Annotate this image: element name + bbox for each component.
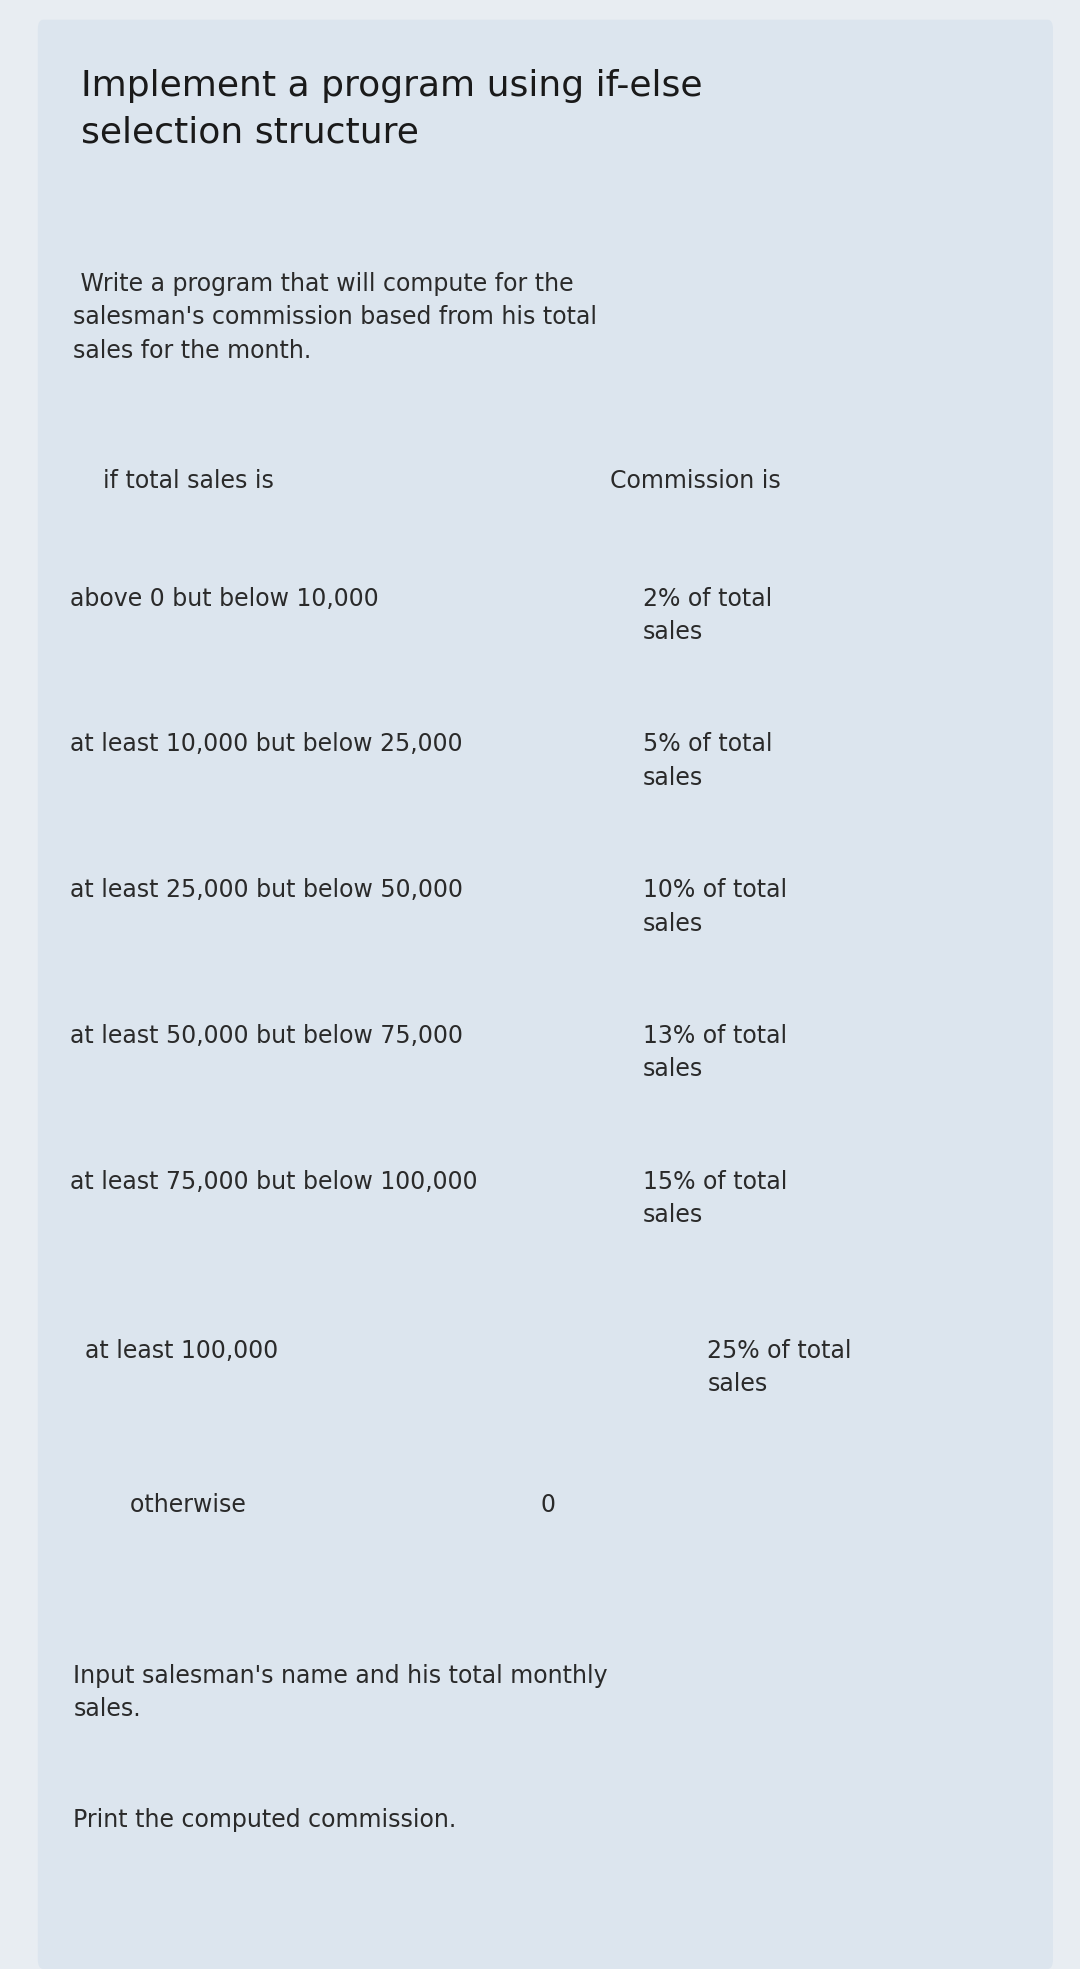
Text: Print the computed commission.: Print the computed commission. bbox=[73, 1808, 457, 1831]
FancyBboxPatch shape bbox=[38, 20, 1053, 1969]
Text: Write a program that will compute for the
salesman's commission based from his t: Write a program that will compute for th… bbox=[73, 272, 597, 362]
Text: above 0 but below 10,000: above 0 but below 10,000 bbox=[70, 587, 379, 610]
Text: 25% of total
sales: 25% of total sales bbox=[707, 1339, 852, 1396]
Text: 13% of total
sales: 13% of total sales bbox=[643, 1024, 786, 1081]
Text: Implement a program using if-else
selection structure: Implement a program using if-else select… bbox=[81, 69, 702, 150]
Text: 10% of total
sales: 10% of total sales bbox=[643, 878, 786, 935]
Text: Commission is: Commission is bbox=[610, 469, 781, 492]
Text: at least 100,000: at least 100,000 bbox=[70, 1339, 279, 1363]
Text: 0: 0 bbox=[540, 1493, 555, 1516]
Text: if total sales is: if total sales is bbox=[73, 469, 274, 492]
Text: at least 25,000 but below 50,000: at least 25,000 but below 50,000 bbox=[70, 878, 463, 902]
Text: 15% of total
sales: 15% of total sales bbox=[643, 1170, 787, 1227]
Text: at least 75,000 but below 100,000: at least 75,000 but below 100,000 bbox=[70, 1170, 477, 1193]
Text: at least 10,000 but below 25,000: at least 10,000 but below 25,000 bbox=[70, 732, 463, 756]
Text: otherwise: otherwise bbox=[70, 1493, 246, 1516]
Text: 5% of total
sales: 5% of total sales bbox=[643, 732, 772, 790]
Text: at least 50,000 but below 75,000: at least 50,000 but below 75,000 bbox=[70, 1024, 463, 1048]
Text: 2% of total
sales: 2% of total sales bbox=[643, 587, 772, 644]
Text: Input salesman's name and his total monthly
sales.: Input salesman's name and his total mont… bbox=[73, 1664, 608, 1721]
